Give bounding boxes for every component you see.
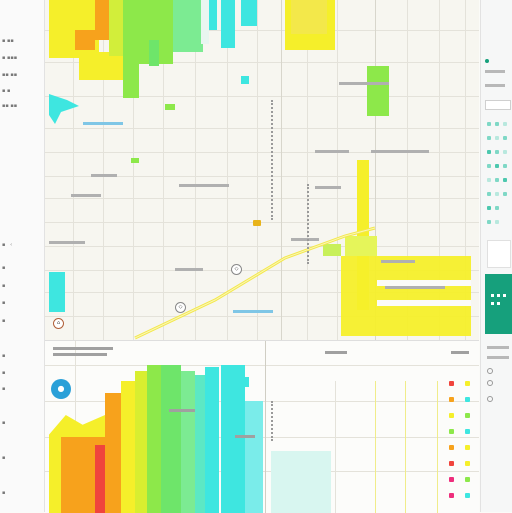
left-panel-text: ▪▪ ▪▪ [2, 103, 18, 109]
locate-icon[interactable]: ● [51, 379, 71, 399]
legend-swatch [449, 461, 454, 466]
route-shield-icon: ◇ [175, 302, 186, 313]
legend-swatch [465, 429, 470, 434]
left-panel-text: ▪ [2, 490, 6, 496]
legend-swatch [465, 461, 470, 466]
legend-swatch [465, 381, 470, 386]
pin-icon[interactable] [253, 220, 261, 226]
teal-panel[interactable] [485, 274, 512, 334]
left-panel-text: ▪ ‹ [2, 242, 13, 248]
legend-swatch [465, 413, 470, 418]
left-panel-text: ▪ [2, 420, 6, 426]
left-panel-text: ▪ [2, 283, 6, 289]
legend-swatch [465, 397, 470, 402]
right-panel [480, 0, 512, 512]
legend-swatch [449, 429, 454, 434]
legend-swatch [449, 445, 454, 450]
legend-swatch [449, 397, 454, 402]
legend-swatch [449, 413, 454, 418]
radio-option[interactable] [487, 380, 493, 386]
map-canvas-bottom[interactable]: ● [45, 340, 479, 513]
left-panel-text: ▪▪ ▪▪ [2, 72, 18, 78]
map-canvas-top[interactable]: ◇ ◇ ⌂ [45, 0, 479, 340]
route-shield-icon: ◇ [231, 264, 242, 275]
left-panel-text: ▪ [2, 300, 6, 306]
left-panel-text: ▪ [2, 386, 6, 392]
left-panel-text: ▪ ▪▪ [2, 38, 14, 44]
left-panel-text: ▪ [2, 455, 6, 461]
left-panel-text: ▪ ▪ [2, 88, 11, 94]
pin-icon[interactable]: ⌂ [53, 318, 64, 329]
legend-swatch [465, 477, 470, 482]
radio-option[interactable] [487, 396, 493, 402]
left-panel-text: ▪ [2, 370, 6, 376]
search-input[interactable] [485, 100, 511, 110]
legend-swatch [465, 445, 470, 450]
radio-option[interactable] [487, 368, 493, 374]
left-panel-text: ▪ ▪▪▪ [2, 55, 18, 61]
right-panel-header [485, 58, 507, 64]
highway-line [134, 226, 376, 340]
left-panel-text: ▪ [2, 353, 6, 359]
station-list [485, 120, 511, 230]
legend-swatch [449, 381, 454, 386]
legend-swatch [449, 493, 454, 498]
left-panel: ▪ ▪▪ ▪ ▪▪▪ ▪▪ ▪▪ ▪ ▪ ▪▪ ▪▪ ▪ ‹ ▪ ▪ ▪ ▪ ▪… [0, 0, 45, 512]
left-panel-text: ▪ [2, 265, 6, 271]
filter-card[interactable] [487, 240, 511, 268]
legend-swatch [449, 477, 454, 482]
legend-swatch [465, 493, 470, 498]
left-panel-text: ▪ [2, 318, 6, 324]
